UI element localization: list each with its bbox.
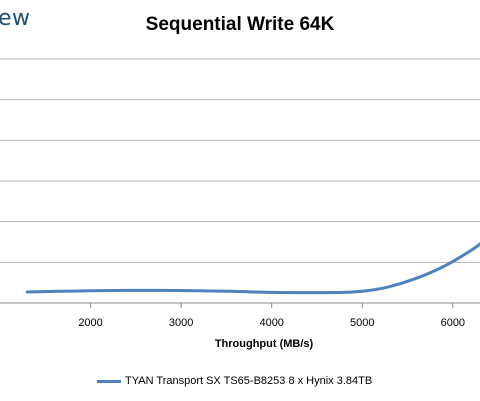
gridlines	[0, 58, 480, 304]
x-axis: 2000 3000 4000 5000 6000	[78, 303, 465, 329]
series-line	[25, 242, 480, 295]
legend-label: TYAN Transport SX TS65-B8253 8 x Hynix 3…	[125, 375, 373, 387]
legend-swatch	[97, 379, 121, 383]
x-tick-label: 5000	[350, 317, 374, 329]
x-tick-label: 4000	[259, 317, 283, 329]
x-tick-label: 6000	[441, 317, 465, 329]
series-layer	[25, 242, 480, 295]
x-tick-label: 3000	[169, 317, 193, 329]
logo-text: ew	[0, 6, 31, 31]
x-tick-label: 2000	[78, 317, 102, 329]
chart-title: Sequential Write 64K	[145, 14, 335, 35]
legend: TYAN Transport SX TS65-B8253 8 x Hynix 3…	[97, 373, 372, 389]
x-axis-label: Throughput (MB/s)	[214, 338, 314, 350]
